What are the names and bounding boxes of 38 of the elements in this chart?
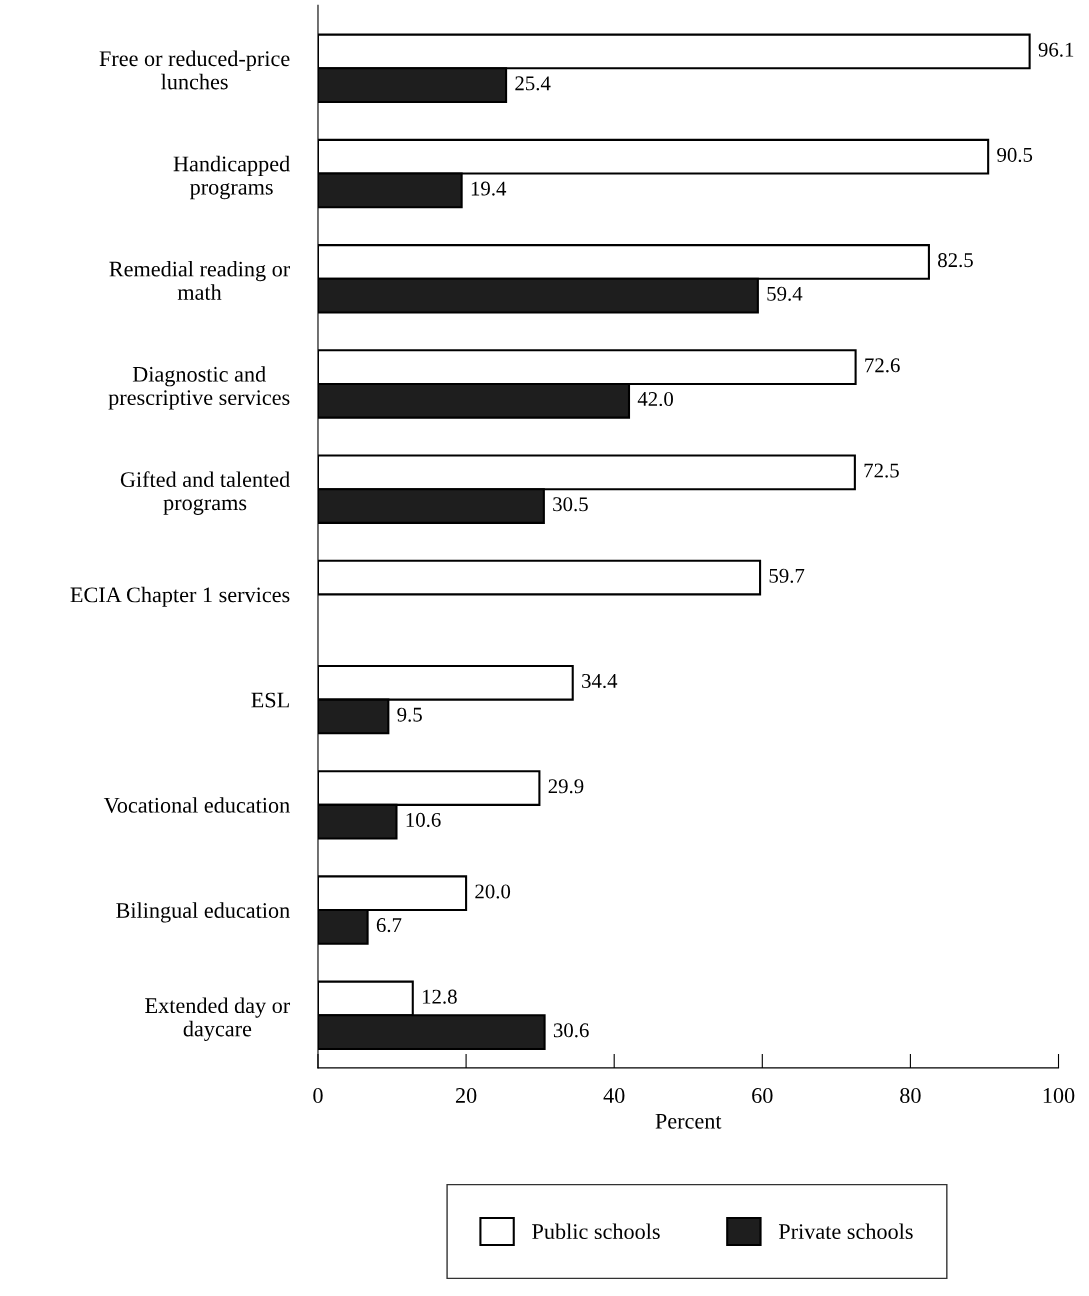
x-tick-label: 100 [1043,1087,1075,1103]
data-label: 29.9 [548,779,584,794]
x-tick-label: 20 [455,1087,477,1103]
data-label: 96.1 [1038,42,1074,57]
y-tick-label: Remedial reading or math [109,260,291,300]
data-label: 30.5 [553,497,588,512]
x-tick-label: 40 [603,1087,625,1103]
data-label: 42.0 [637,391,673,407]
y-tick-label: ECIA Chapter 1 services [70,586,290,607]
y-tick-label: Diagnostic and prescriptive services [108,366,290,410]
legend-label: Private schools [778,1223,913,1240]
y-tick-label: Bilingual education [116,902,290,923]
y-tick-label: Vocational education [103,797,290,813]
x-tick-label: 0 [313,1087,323,1103]
y-tick-label: Gifted and talented programs [120,471,290,515]
data-label: 34.4 [582,674,618,689]
data-label: 6.7 [376,918,402,933]
data-label: 72.6 [865,358,900,373]
data-label: 59.4 [767,286,803,301]
data-label: 20.0 [475,884,511,899]
x-tick-label: 60 [752,1087,773,1103]
data-label: 19.4 [471,181,507,196]
data-label: 90.5 [997,147,1033,163]
y-tick-label: ESL [251,692,289,708]
data-label: 72.5 [864,463,899,478]
data-label: 30.6 [553,1023,589,1038]
data-label: 59.7 [769,568,805,583]
y-tick-label: Extended day or daycare [145,997,291,1041]
y-tick-label: Free or reduced-price lunches [99,50,290,90]
x-axis-title: Percent [655,1113,722,1129]
data-label: 9.5 [397,707,422,722]
data-label: 25.4 [515,76,551,91]
y-tick-label: Handicapped programs [173,155,290,200]
legend-label: Public schools [532,1223,660,1240]
data-label: 82.5 [938,253,973,268]
data-label: 12.8 [422,989,457,1004]
x-tick-label: 80 [900,1087,921,1103]
data-label: 10.6 [406,812,441,827]
